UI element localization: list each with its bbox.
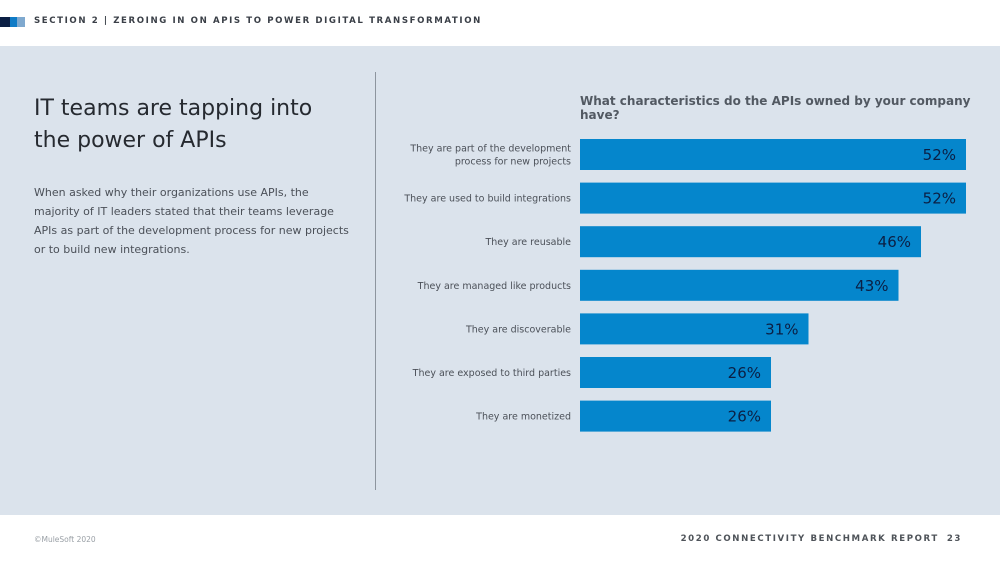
bar <box>580 226 921 258</box>
category-label-line: They are reusable <box>484 237 571 248</box>
category-label: They are discoverable <box>465 324 571 335</box>
category-label: They are reusable <box>484 237 571 248</box>
page-number: 23 <box>946 534 962 544</box>
body-paragraph: When asked why their organizations use A… <box>34 186 349 256</box>
copyright: ©MuleSoft 2020 <box>34 535 96 544</box>
chart-title: What characteristics do the APIs owned b… <box>580 94 971 122</box>
bar-group: 26% They are exposed to third parties <box>412 357 771 388</box>
page-headline: IT teams are tapping into the power of A… <box>34 96 313 153</box>
category-label-line: They are exposed to third parties <box>412 368 571 379</box>
footer-report-title: 2020 CONNECTIVITY BENCHMARK REPORT 23 <box>681 534 962 544</box>
category-label: They are monetized <box>475 412 571 423</box>
bar-group: 43% They are managed like products <box>417 269 899 301</box>
bar-value-label: 26% <box>728 408 761 426</box>
category-label: They are managed like products <box>417 281 571 292</box>
bar-group: 52% They are part of the development proce… <box>409 139 966 170</box>
bar-value-label: 46% <box>878 233 911 251</box>
bar-value-label: 43% <box>855 277 888 295</box>
bar <box>580 357 771 388</box>
category-label: They are used to build integrations <box>403 194 571 205</box>
section-color-marks <box>0 17 25 27</box>
category-label-line: They are monetized <box>475 412 571 423</box>
color-mark-blue <box>10 17 17 27</box>
category-label-line: They are discoverable <box>465 324 571 335</box>
category-label-line: They are used to build integrations <box>403 194 571 205</box>
category-label-line: They are managed like products <box>417 281 571 292</box>
bar-group: 52% They are used to build integrations <box>403 182 966 214</box>
bar <box>580 313 809 345</box>
color-mark-light <box>17 17 25 27</box>
category-label-line: They are part of the development <box>409 144 571 155</box>
bar-value-label: 52% <box>923 190 956 208</box>
category-label: They are part of the development process … <box>409 144 571 168</box>
section-title: SECTION 2 | ZEROING IN ON APIS TO POWER … <box>34 16 482 26</box>
bar-group: 31% They are discoverable <box>465 313 809 345</box>
bar-group: 46% They are reusable <box>484 226 921 258</box>
bar-value-label: 31% <box>765 320 798 338</box>
bar-group: 26% They are monetized <box>475 400 771 432</box>
bar <box>580 182 966 214</box>
vertical-divider <box>375 72 376 490</box>
category-label: They are exposed to third parties <box>412 368 571 379</box>
bar-value-label: 52% <box>923 146 956 164</box>
bar-value-label: 26% <box>728 364 761 382</box>
bar <box>580 400 771 432</box>
color-mark-dark <box>0 17 10 27</box>
category-label-line: process for new projects <box>455 157 571 168</box>
bar <box>580 139 966 170</box>
bar <box>580 269 899 301</box>
report-title: 2020 CONNECTIVITY BENCHMARK REPORT <box>680 534 939 544</box>
